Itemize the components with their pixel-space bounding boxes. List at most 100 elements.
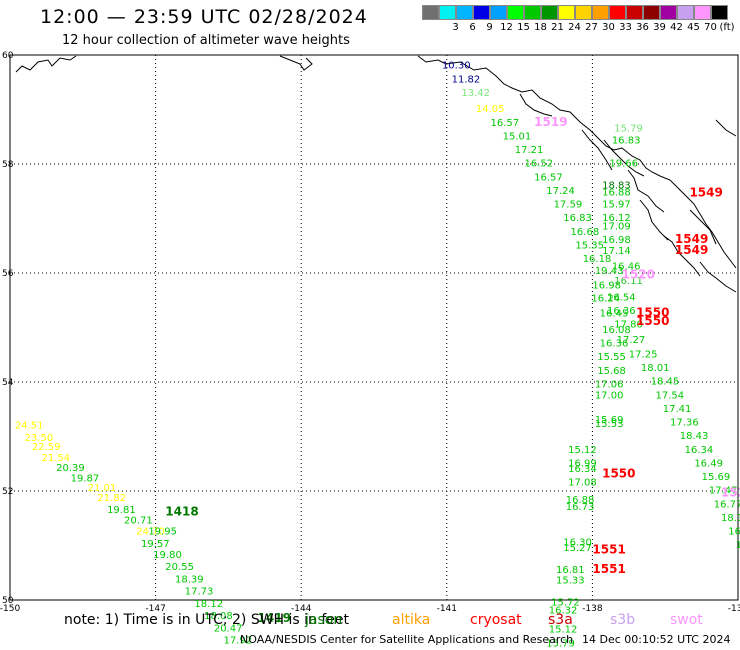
- legend-label: 12: [500, 22, 513, 33]
- wave-height-label: 17.92: [224, 636, 253, 647]
- wave-height-label: 10.30: [442, 61, 471, 72]
- wave-height-label: 17.73: [736, 540, 740, 551]
- lat-tick-label: 60: [2, 51, 14, 61]
- satellite-name-s3a: s3a: [548, 612, 573, 628]
- wave-height-label: 16.88: [566, 495, 595, 506]
- satellite-name-swot: swot: [670, 612, 703, 628]
- wave-height-observations: 10.30 11.82 13.42 14.05 16.57 15.01 17.21 16.52…: [15, 61, 740, 650]
- pass-time-label: 1549: [675, 243, 708, 257]
- wave-height-label: 24.70: [136, 527, 165, 538]
- legend-swatch: [694, 5, 711, 20]
- legend-swatch: [524, 5, 541, 20]
- wave-height-label: 15.79: [614, 123, 643, 134]
- wave-height-label: 16.46: [612, 262, 641, 273]
- alaska-coastline: [15, 55, 737, 293]
- wave-height-label: 16.12: [602, 213, 631, 224]
- wave-height-label: 16.83: [563, 213, 592, 224]
- wave-height-label: 17.09: [602, 221, 631, 232]
- wave-height-label: 17.59: [554, 200, 583, 211]
- pass-time-label: 1551: [592, 543, 625, 557]
- footer-note: note: 1) Time is in UTC; 2) SWH is in fe…: [64, 612, 350, 628]
- wave-height-label: 18.39: [175, 575, 204, 586]
- legend-swatch: [643, 5, 660, 20]
- wave-height-label: 15.01: [503, 131, 532, 142]
- wave-height-label: 18.12: [194, 599, 223, 610]
- pass-time-label: 1521: [721, 485, 740, 499]
- page-subtitle: 12 hour collection of altimeter wave hei…: [62, 33, 350, 48]
- legend-label: 36: [636, 22, 649, 33]
- wave-height-label: 16.32: [549, 606, 578, 617]
- coastline-segment: [15, 55, 77, 73]
- pass-time-label: 1419: [258, 611, 291, 625]
- legend-swatch: [558, 5, 575, 20]
- wave-height-label: 18.10: [721, 513, 740, 524]
- pass-time-label: 1550: [636, 306, 669, 320]
- legend-label: 45: [687, 22, 700, 33]
- wave-height-label: 17.21: [515, 145, 544, 156]
- pass-time-label: 1549: [675, 232, 708, 246]
- pass-time-labels: 1519154915491549152015501550155015211551…: [165, 115, 740, 625]
- legend-swatch: [711, 5, 728, 20]
- wave-height-label: 16.30: [563, 538, 592, 549]
- legend-swatch: [422, 5, 439, 20]
- legend-swatch: [592, 5, 609, 20]
- wave-height-label: 16.52: [524, 159, 553, 170]
- lon-tick-label: -141: [437, 604, 457, 614]
- wave-height-label: 15.35: [575, 240, 604, 251]
- legend-label: 30: [602, 22, 615, 33]
- satellite-name-cryosat: cryosat: [470, 612, 522, 628]
- wave-height-label: 19.43: [595, 266, 624, 277]
- map-frame: [9, 54, 739, 601]
- footer-credit: NOAA/NESDIS Center for Satellite Applica…: [240, 633, 574, 646]
- wave-height-label: 19.87: [71, 474, 100, 485]
- legend-label: 9: [486, 22, 493, 33]
- wave-height-label: 17.00: [595, 390, 624, 401]
- pass-time-label: 1418: [165, 505, 198, 519]
- wave-height-label: 18.08: [204, 611, 233, 622]
- legend-swatch: [677, 5, 694, 20]
- coastline-segment: [715, 119, 737, 137]
- wave-height-label: 17.14: [602, 246, 631, 257]
- legend-label: 70: [704, 22, 717, 33]
- wave-height-label: 16.57: [490, 118, 519, 129]
- legend-swatch: [660, 5, 677, 20]
- wave-height-label: 17.80: [614, 320, 643, 331]
- pass-time-label: 1519: [534, 115, 567, 129]
- wave-height-label: 16.34: [685, 445, 714, 456]
- wave-height-label: 15.12: [549, 625, 578, 636]
- legend-swatch: [473, 5, 490, 20]
- wave-height-label: 17.41: [663, 404, 692, 415]
- wave-height-label: 15.68: [597, 366, 626, 377]
- legend-swatch: [507, 5, 524, 20]
- wave-height-label: 17.24: [546, 186, 575, 197]
- coastline-segment: [689, 209, 717, 245]
- legend-swatch: [456, 5, 473, 20]
- lon-tick-label: -150: [0, 604, 20, 614]
- satellite-name-s3b: s3b: [610, 612, 636, 628]
- legend-swatch: [541, 5, 558, 20]
- wave-height-label: 20.71: [124, 516, 153, 527]
- wave-height-label: 16.57: [534, 172, 563, 183]
- axis-tick-labels: 60 58 56 54 52 50-150 -147 -144 -141 -138 -135: [0, 51, 740, 614]
- wave-height-label: 17.54: [655, 390, 684, 401]
- pass-time-label: 1520: [622, 267, 655, 281]
- legend-label: 21: [551, 22, 564, 33]
- wave-height-label: 21.54: [42, 453, 71, 464]
- pass-time-label: 1549: [689, 186, 722, 200]
- coastline-segment: [699, 261, 737, 293]
- wave-height-label: 16.73: [566, 502, 595, 513]
- map-grid: [9, 54, 739, 601]
- legend-label: 24: [568, 22, 581, 33]
- wave-height-label: 15.69: [595, 415, 624, 426]
- wave-height-label: 15.55: [597, 352, 626, 363]
- coastline-segment: [663, 235, 701, 277]
- wave-height-label: 16.83: [612, 135, 641, 146]
- wave-height-label: 22.59: [32, 442, 61, 453]
- lon-tick-label: -144: [291, 604, 312, 614]
- wave-height-label: 16.98: [592, 280, 621, 291]
- wave-height-label: 17.06: [595, 379, 624, 390]
- wave-height-label: 15.72: [551, 597, 580, 608]
- legend-label: 15: [517, 22, 530, 33]
- coastline-segment: [639, 199, 669, 241]
